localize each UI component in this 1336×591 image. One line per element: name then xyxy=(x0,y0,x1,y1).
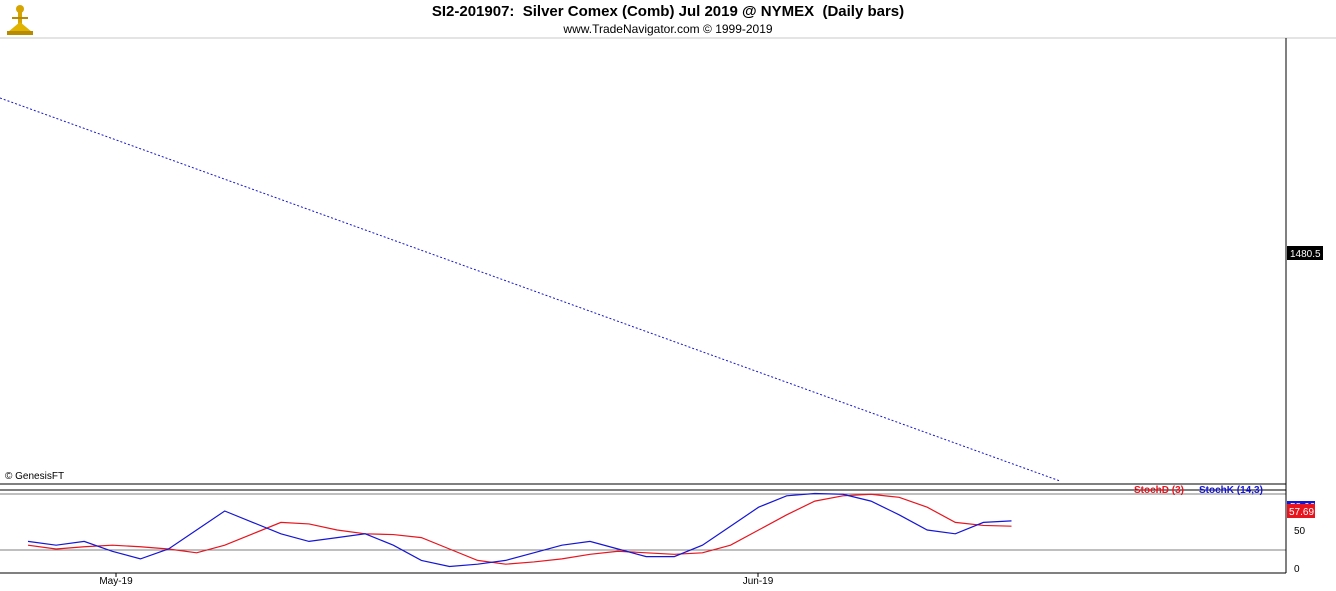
stochd-value-label: 57.69 xyxy=(1289,507,1314,518)
stochd-line xyxy=(27,493,1012,565)
x-tick-label: May-19 xyxy=(99,576,133,587)
stoch-tick-label: 0 xyxy=(1294,564,1300,575)
last-price-label: 1480.5 xyxy=(1290,249,1321,260)
stochk-legend: StochK (14,3) xyxy=(1199,485,1263,496)
chart-subtitle: www.TradeNavigator.com © 1999-2019 xyxy=(563,22,773,36)
watermark-label: © GenesisFT xyxy=(5,471,64,482)
chart-title: SI2-201907: Silver Comex (Comb) Jul 2019… xyxy=(431,3,905,20)
chart-header: SI2-201907: Silver Comex (Comb) Jul 2019… xyxy=(0,0,1336,38)
last-price-box xyxy=(1287,246,1323,260)
stochk-line xyxy=(27,492,1012,568)
stochd-value-box xyxy=(1287,504,1315,518)
x-tick-label: Jun-19 xyxy=(743,576,774,587)
genesis-logo-icon xyxy=(4,2,36,36)
trendline xyxy=(0,97,1061,482)
stochd-legend: StochD (3) xyxy=(1134,485,1184,496)
stoch-tick-label: 50 xyxy=(1294,526,1306,537)
